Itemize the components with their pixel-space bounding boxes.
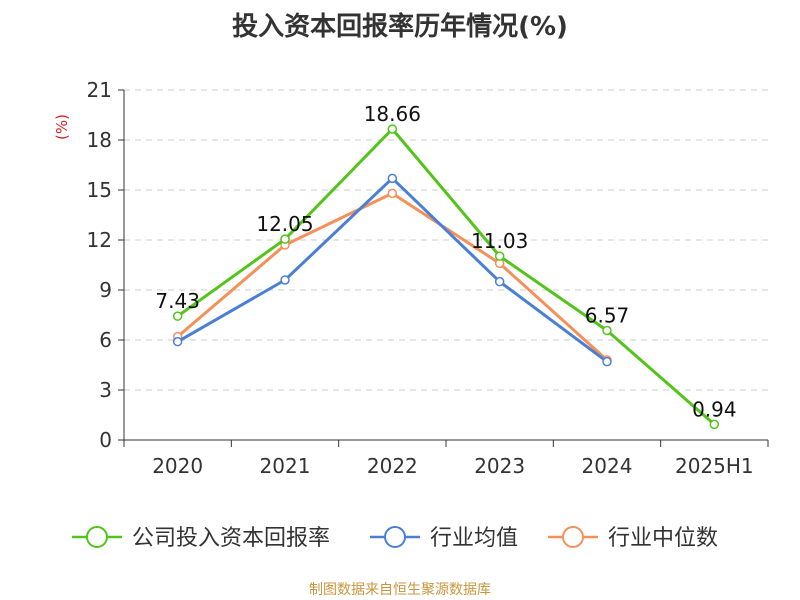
y-tick-label: 15 [87, 178, 112, 202]
x-tick-label: 2025H1 [675, 454, 754, 478]
chart-title: 投入资本回报率历年情况(%) [232, 12, 568, 42]
legend-item[interactable]: 行业均值 [370, 526, 518, 551]
axis-layer: 0 3 6 9 12 15 18 21 2020 2021 2022 2023 2024 2025H1 [87, 78, 769, 478]
y-tick-label: 6 [99, 328, 112, 352]
data-point [280, 234, 290, 244]
data-point [494, 276, 505, 287]
y-tick-label: 21 [87, 78, 112, 102]
legend-item[interactable]: 公司投入资本回报率 [72, 526, 330, 551]
legend-item[interactable]: 行业中位数 [548, 526, 718, 551]
data-label-layer: 7.43 12.05 18.66 11.03 6.57 0.94 [155, 102, 736, 421]
x-tick-label: 2020 [152, 454, 203, 478]
legend-marker [86, 526, 108, 548]
data-point [387, 124, 398, 134]
series-line [176, 127, 716, 426]
series-line [176, 191, 609, 362]
data-point [387, 173, 398, 184]
y-tick-label: 12 [87, 228, 112, 252]
source-note: 制图数据来自恒生聚源数据库 [309, 582, 491, 598]
y-tick-label: 18 [87, 128, 112, 152]
grid-layer [124, 89, 768, 391]
data-point [280, 275, 290, 285]
legend-label: 行业中位数 [608, 526, 718, 551]
data-point [172, 311, 183, 321]
data-label: 6.57 [585, 304, 630, 328]
data-point [494, 251, 505, 261]
data-point [387, 188, 398, 199]
legend[interactable]: 公司投入资本回报率 行业均值 行业中位数 [72, 526, 718, 551]
data-label: 0.94 [692, 397, 737, 421]
data-label: 11.03 [471, 229, 528, 253]
legend-marker [562, 526, 584, 548]
data-label: 18.66 [364, 102, 421, 126]
y-axis-label: (%) [53, 114, 71, 140]
x-tick-label: 2022 [367, 454, 418, 478]
x-tick-label: 2021 [260, 454, 311, 478]
legend-label: 公司投入资本回报率 [132, 526, 330, 551]
data-point [709, 419, 720, 430]
y-tick-label: 3 [99, 378, 112, 402]
data-point [602, 325, 612, 336]
legend-label: 行业均值 [430, 526, 518, 551]
y-tick-label: 9 [99, 278, 112, 302]
data-point [172, 336, 183, 347]
legend-marker [384, 526, 406, 548]
series-layer [172, 124, 720, 430]
x-tick-label: 2023 [474, 454, 525, 478]
data-label: 12.05 [256, 212, 313, 236]
data-point [602, 356, 612, 367]
data-label: 7.43 [155, 289, 200, 313]
y-tick-label: 0 [99, 428, 112, 452]
x-tick-label: 2024 [582, 454, 633, 478]
